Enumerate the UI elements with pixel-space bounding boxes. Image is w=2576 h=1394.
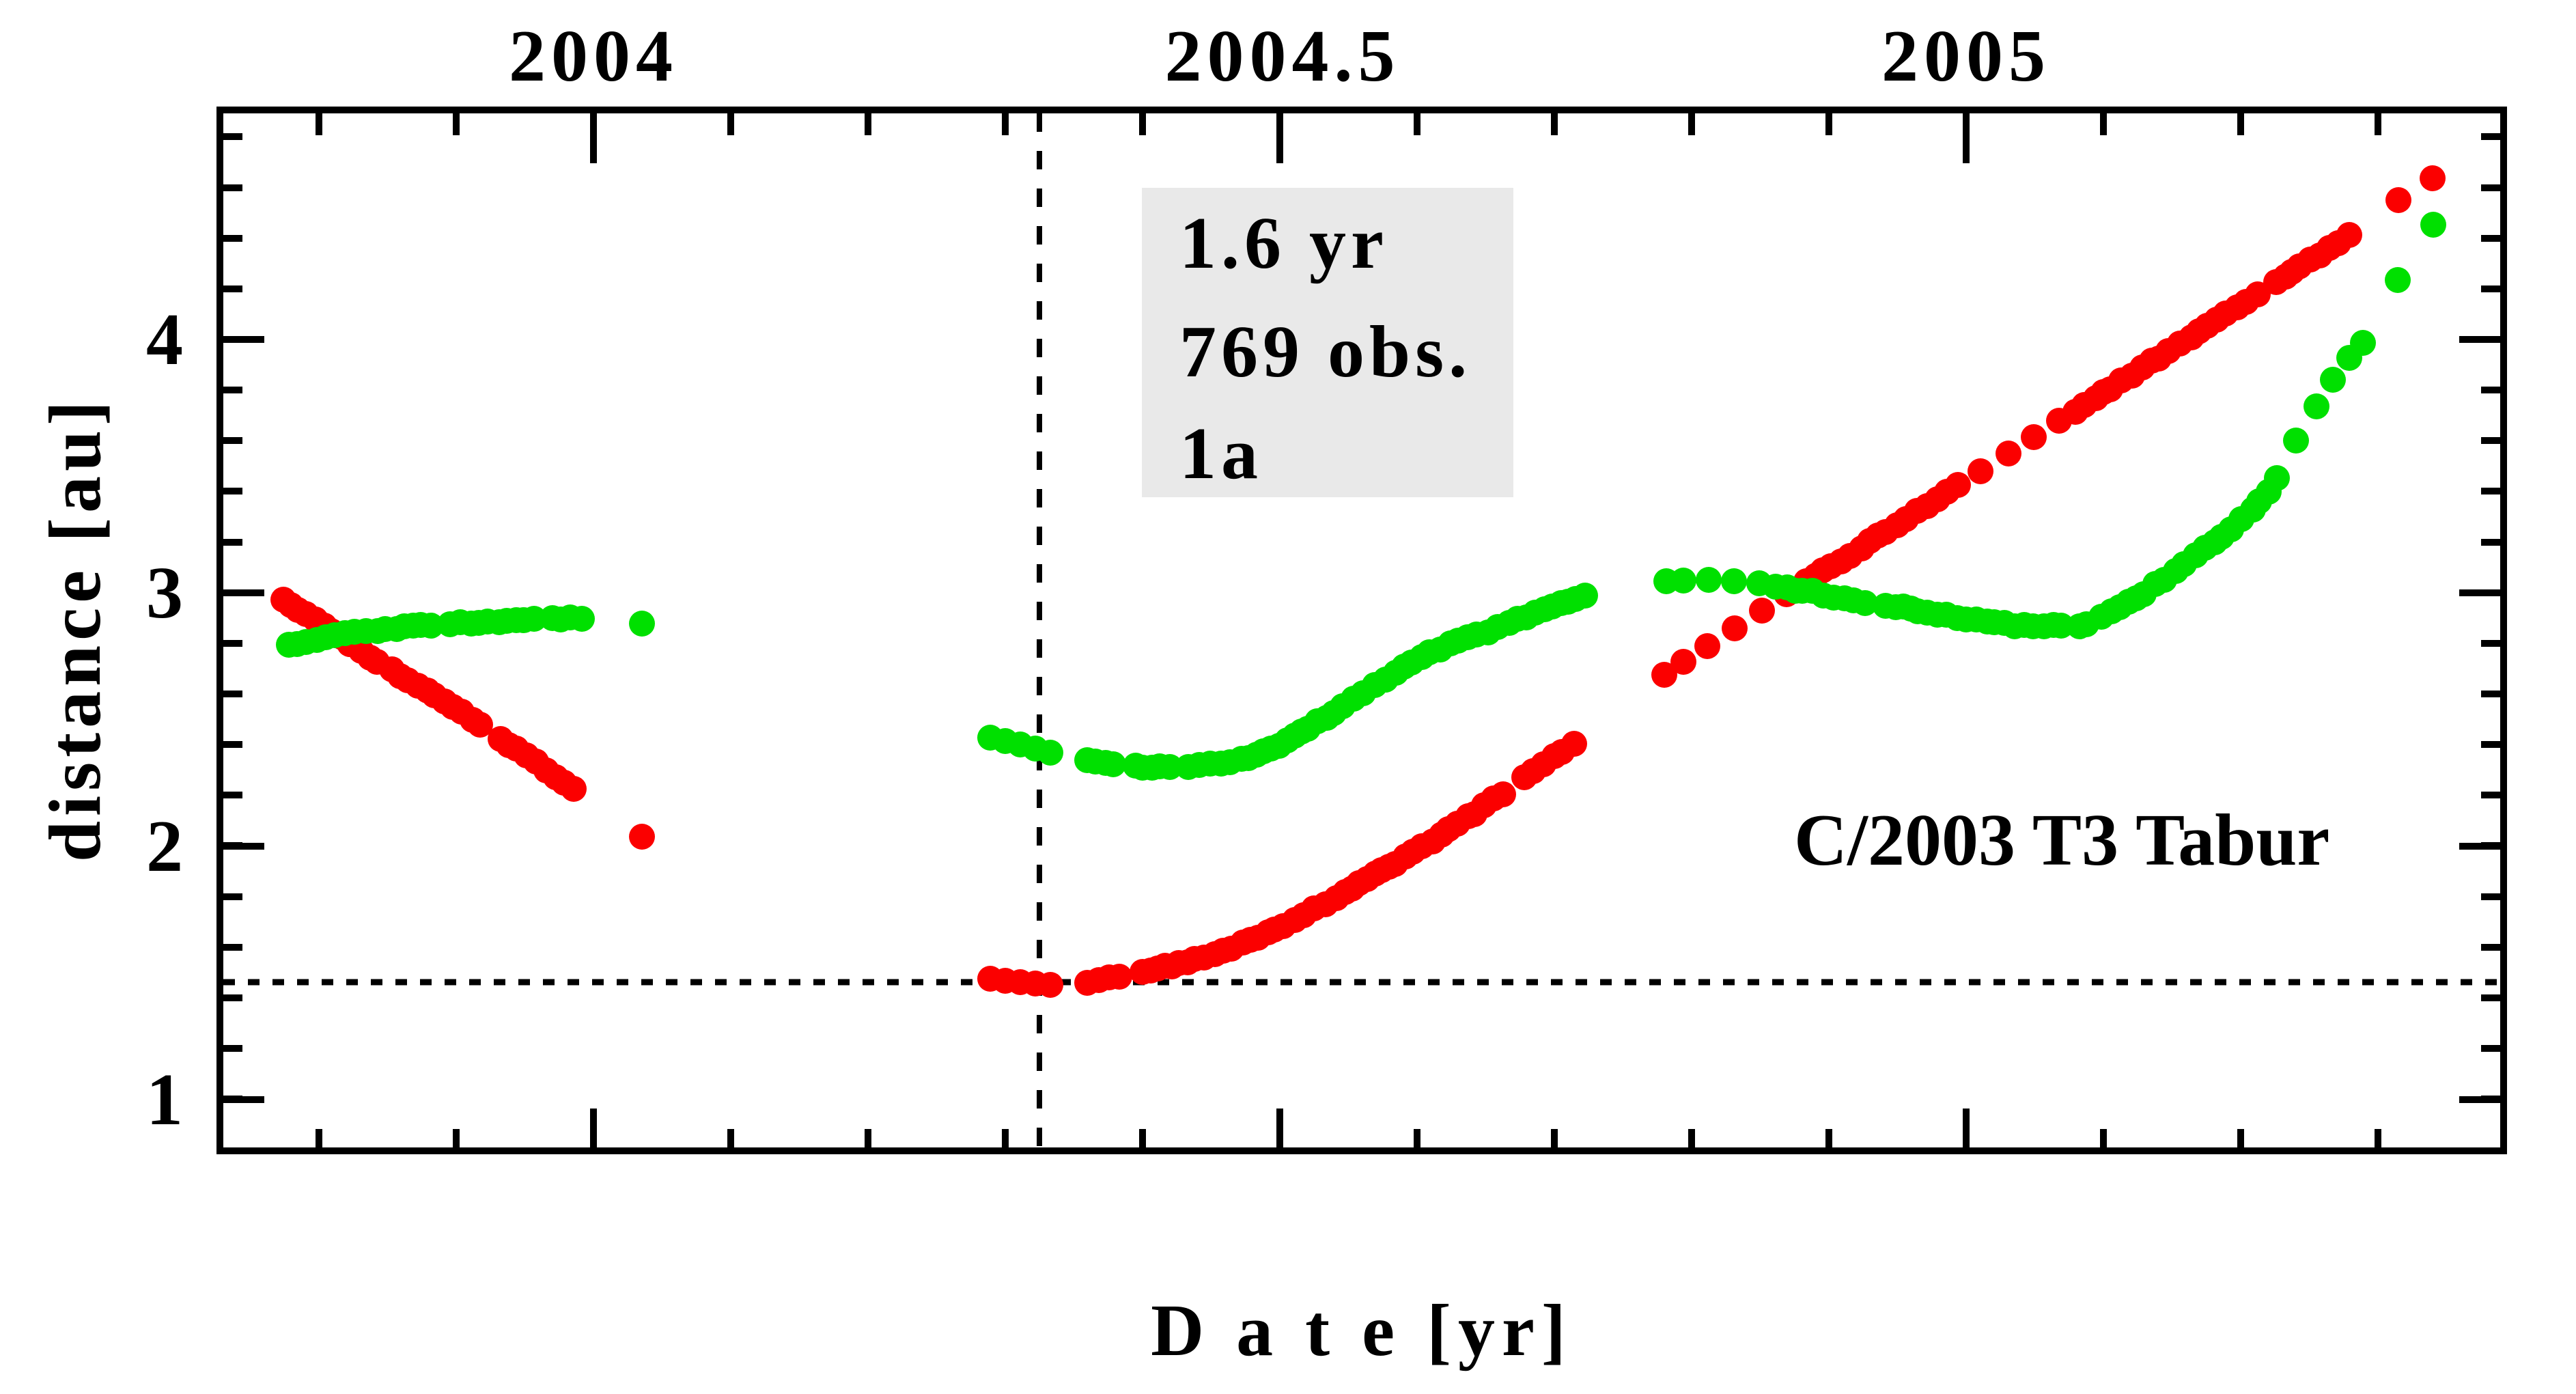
svg-text:4: 4	[146, 299, 186, 380]
svg-text:2004: 2004	[509, 16, 678, 97]
svg-text:769 obs.: 769 obs.	[1179, 311, 1472, 393]
svg-text:1a: 1a	[1179, 413, 1263, 494]
svg-text:1.6 yr: 1.6 yr	[1179, 203, 1388, 284]
svg-text:3: 3	[146, 553, 186, 634]
svg-text:2004.5: 2004.5	[1165, 16, 1401, 97]
svg-text:distance [au]: distance [au]	[35, 396, 116, 862]
svg-text:2005: 2005	[1881, 16, 2051, 97]
svg-text:1: 1	[146, 1059, 186, 1141]
svg-text:2: 2	[146, 806, 186, 887]
svg-text:C/2003 T3 Tabur: C/2003 T3 Tabur	[1794, 800, 2329, 881]
svg-text:D a t e [yr]: D a t e [yr]	[1151, 1290, 1573, 1371]
